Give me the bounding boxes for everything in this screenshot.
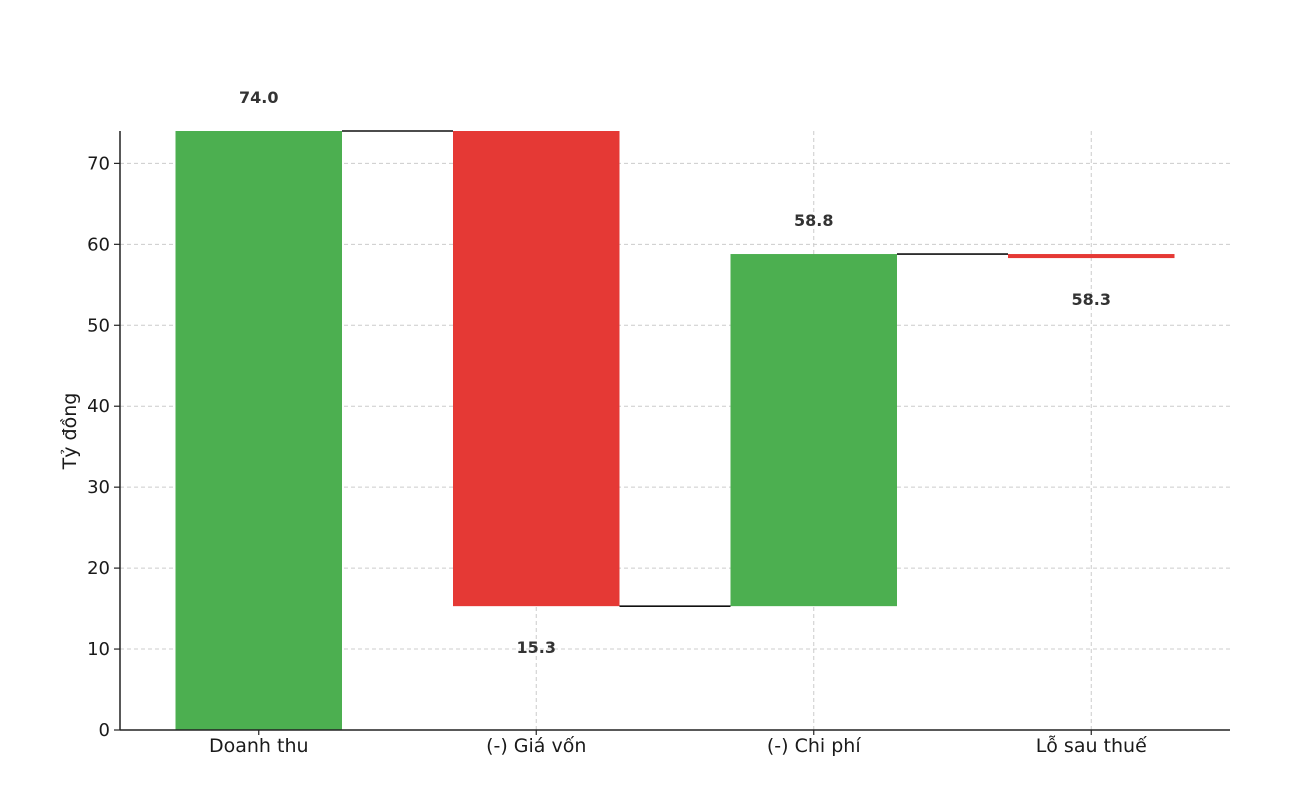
y-tick-label: 10	[87, 639, 110, 660]
y-tick-label: 70	[87, 153, 110, 174]
y-tick-label: 30	[87, 477, 110, 498]
waterfall-bar	[453, 131, 620, 607]
y-tick-label: 0	[99, 720, 110, 741]
y-tick-label: 40	[87, 396, 110, 417]
x-tick-label: Lỗ sau thuế	[1036, 734, 1147, 757]
waterfall-bar	[730, 254, 897, 607]
label-layer: 74.0 15.3 58.8 58.3	[239, 88, 1111, 657]
connector-layer	[342, 130, 1008, 607]
waterfall-bar	[1008, 254, 1175, 259]
data-label: 58.3	[1072, 290, 1111, 309]
data-label: 58.8	[794, 211, 833, 230]
x-tick-label: (-) Chi phí	[767, 735, 861, 757]
y-axis-title: Tỷ đồng	[59, 393, 81, 471]
y-tick-label: 60	[87, 234, 110, 255]
x-tick-label: (-) Giá vốn	[486, 735, 586, 757]
y-tick-label: 20	[87, 558, 110, 579]
waterfall-bar	[175, 131, 342, 730]
x-tick-label: Doanh thu	[209, 735, 309, 757]
axis-layer: 0 10 20 30 40 50 60 70 Doanh thu (-) Giá vốn (-) C…	[87, 131, 1230, 757]
data-label: 15.3	[517, 638, 556, 657]
y-tick-label: 50	[87, 315, 110, 336]
bar-layer	[175, 131, 1175, 730]
data-label: 74.0	[239, 88, 278, 107]
